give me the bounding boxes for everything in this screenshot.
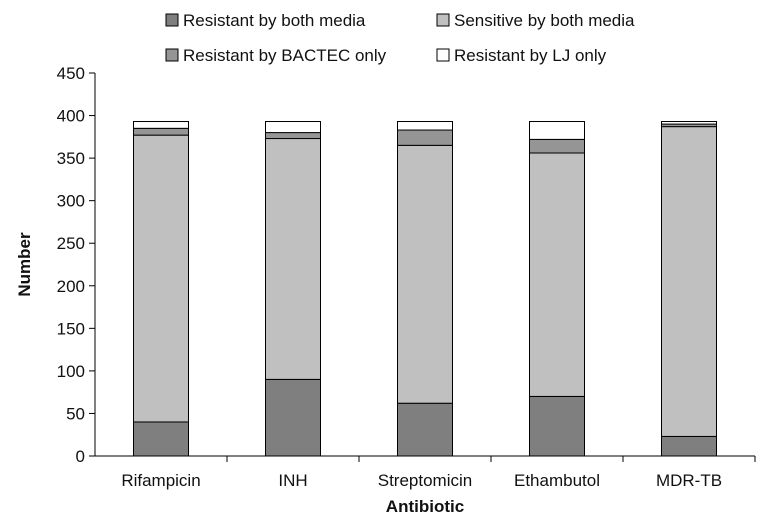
- bar-inh-series-3: [265, 121, 321, 134]
- y-tick-label: 250: [57, 234, 85, 253]
- y-tick-label: 300: [57, 192, 85, 211]
- bar-mdr-tb-series-0: [661, 435, 717, 457]
- x-tick-label: Streptomicin: [378, 471, 472, 490]
- legend-swatch-resistant-bactec: [165, 48, 179, 62]
- x-tick-label: INH: [278, 471, 307, 490]
- y-tick-label: 400: [57, 107, 85, 126]
- bar-inh-series-2: [265, 132, 321, 140]
- bar-rifampicin-series-1: [133, 134, 189, 423]
- legend-swatch-resistant-lj: [436, 48, 450, 62]
- y-tick-label: 100: [57, 362, 85, 381]
- bar-streptomicin-series-2: [397, 129, 453, 146]
- x-axis-ticks: Rifampicin INH Streptomicin Ethambutol MDR-T…: [121, 456, 756, 490]
- legend-label-resistant-bactec: Resistant by BACTEC only: [183, 46, 387, 65]
- x-tick-label: Ethambutol: [514, 471, 600, 490]
- bar-streptomicin-series-3: [397, 121, 453, 131]
- legend-swatch-resistant-both: [165, 13, 179, 27]
- bar-mdr-tb-series-1: [661, 126, 717, 437]
- bar-inh-series-0: [265, 378, 321, 457]
- y-tick-label: 50: [66, 404, 85, 423]
- bar-streptomicin-series-1: [397, 144, 453, 404]
- x-tick-label: MDR-TB: [656, 471, 722, 490]
- x-tick-label: Rifampicin: [121, 471, 200, 490]
- bar-ethambutol-series-3: [529, 121, 585, 140]
- y-tick-label: 450: [57, 64, 85, 83]
- y-axis-ticks: 0 50 100 150 200 250 300 350 400 450: [57, 64, 95, 466]
- y-tick-label: 350: [57, 149, 85, 168]
- y-tick-label: 200: [57, 277, 85, 296]
- y-tick-label: 0: [76, 447, 85, 466]
- legend: Resistant by both media Sensitive by bot…: [165, 11, 635, 65]
- bar-rifampicin-series-0: [133, 421, 189, 457]
- y-axis-title: Number: [15, 232, 34, 297]
- legend-swatch-sensitive-both: [436, 13, 450, 27]
- legend-label-resistant-both: Resistant by both media: [183, 11, 366, 30]
- bar-mdr-tb-series-3: [661, 121, 717, 125]
- legend-label-sensitive-both: Sensitive by both media: [454, 11, 635, 30]
- bar-ethambutol-series-1: [529, 152, 585, 397]
- bar-rifampicin-series-2: [133, 127, 189, 136]
- bar-ethambutol-series-0: [529, 395, 585, 457]
- bars: [133, 121, 717, 457]
- bar-inh-series-1: [265, 138, 321, 380]
- bar-rifampicin-series-3: [133, 121, 189, 129]
- x-axis-title: Antibiotic: [386, 497, 464, 516]
- legend-label-resistant-lj: Resistant by LJ only: [454, 46, 607, 65]
- bar-ethambutol-series-2: [529, 138, 585, 154]
- bar-streptomicin-series-0: [397, 402, 453, 457]
- y-tick-label: 150: [57, 319, 85, 338]
